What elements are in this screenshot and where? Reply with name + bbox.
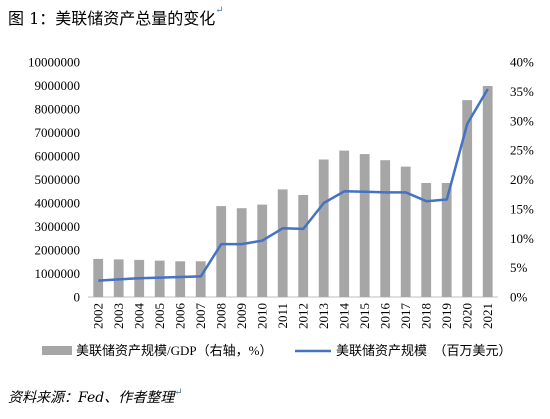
left-axis-tick-label: 8000000 bbox=[35, 102, 81, 117]
bar bbox=[318, 159, 329, 297]
x-axis-tick-label: 2005 bbox=[152, 303, 167, 329]
left-axis-tick-label: 10000000 bbox=[28, 55, 80, 70]
legend-line-label: 美联储资产规模 （百万美元） bbox=[336, 343, 512, 358]
right-axis-tick-label: 30% bbox=[510, 113, 534, 128]
right-axis-tick-label: 35% bbox=[510, 84, 534, 99]
x-axis-tick-label: 2007 bbox=[193, 303, 208, 330]
x-axis-tick-label: 2008 bbox=[213, 303, 228, 329]
left-axis-tick-label: 7000000 bbox=[35, 125, 81, 140]
x-axis-tick-label: 2004 bbox=[131, 303, 146, 330]
bar bbox=[195, 261, 206, 297]
right-axis-tick-label: 20% bbox=[510, 172, 534, 187]
bar-series bbox=[93, 86, 493, 297]
x-axis-tick-label: 2002 bbox=[90, 303, 105, 329]
x-axis-tick-label: 2003 bbox=[111, 303, 126, 329]
right-axis-tick-label: 0% bbox=[510, 290, 528, 305]
bar bbox=[359, 154, 370, 297]
bar bbox=[482, 86, 493, 297]
legend-bar-swatch bbox=[42, 346, 72, 355]
bar bbox=[339, 150, 350, 297]
figure-source: 资料来源：Fed、作者整理 ↵ bbox=[8, 387, 183, 406]
left-axis-tick-label: 9000000 bbox=[35, 78, 81, 93]
x-axis-tick-label: 2016 bbox=[377, 303, 392, 330]
bar bbox=[380, 160, 391, 297]
x-axis-tick-label: 2013 bbox=[316, 303, 331, 329]
x-axis-tick-label: 2020 bbox=[459, 303, 474, 329]
figure-title: 图 1：美联储资产总量的变化 ↵ bbox=[8, 5, 224, 28]
right-axis-tick-label: 15% bbox=[510, 201, 534, 216]
chart: 0 1000000 2000000 3000000 4000000 5000000 6000… bbox=[28, 55, 534, 359]
bar bbox=[400, 166, 411, 297]
x-axis-tick-label: 2018 bbox=[418, 303, 433, 329]
bar bbox=[216, 206, 227, 297]
left-axis-tick-label: 5000000 bbox=[35, 172, 81, 187]
bar bbox=[277, 189, 288, 297]
right-axis-ticks: 0% 5% 10% 15% 20% 25% 30% 35% 40% bbox=[510, 55, 534, 305]
bar bbox=[298, 195, 309, 297]
x-axis-tick-label: 2006 bbox=[172, 303, 187, 330]
left-axis-ticks: 0 1000000 2000000 3000000 4000000 5000000 6000… bbox=[28, 55, 80, 305]
bar bbox=[93, 258, 104, 297]
x-axis-tick-label: 2017 bbox=[398, 303, 413, 330]
right-axis-tick-label: 40% bbox=[510, 55, 534, 70]
line-series bbox=[98, 88, 489, 282]
x-axis-tick-label: 2011 bbox=[275, 303, 290, 329]
bar bbox=[441, 183, 452, 297]
x-axis-tick-label: 2009 bbox=[234, 303, 249, 329]
bar bbox=[175, 261, 186, 297]
bar bbox=[257, 204, 268, 297]
left-axis-tick-label: 2000000 bbox=[35, 243, 81, 258]
x-axis-ticks: 2002 2003 2004 2005 2006 2007 2008 2009 2010 2011… bbox=[90, 303, 495, 330]
x-axis-tick-label: 2021 bbox=[480, 303, 495, 329]
left-axis-tick-label: 3000000 bbox=[35, 219, 81, 234]
x-axis-tick-label: 2015 bbox=[357, 303, 372, 329]
right-axis-tick-label: 10% bbox=[510, 231, 534, 246]
left-axis-tick-label: 1000000 bbox=[35, 266, 81, 281]
left-axis-tick-label: 6000000 bbox=[35, 149, 81, 164]
legend-bar-label: 美联储资产规模/GDP（右轴，%） bbox=[76, 343, 272, 358]
x-axis-tick-label: 2010 bbox=[254, 303, 269, 329]
right-axis-tick-label: 25% bbox=[510, 143, 534, 158]
right-axis-tick-label: 5% bbox=[510, 260, 528, 275]
bar bbox=[236, 208, 247, 297]
left-axis-tick-label: 0 bbox=[74, 290, 81, 305]
x-axis-tick-label: 2012 bbox=[295, 303, 310, 329]
x-axis-tick-label: 2014 bbox=[336, 303, 351, 330]
bar bbox=[462, 100, 473, 297]
x-axis-tick-label: 2019 bbox=[439, 303, 454, 329]
left-axis-tick-label: 4000000 bbox=[35, 196, 81, 211]
bar bbox=[421, 183, 432, 297]
legend: 美联储资产规模/GDP（右轴，%） 美联储资产规模 （百万美元） bbox=[42, 343, 512, 358]
